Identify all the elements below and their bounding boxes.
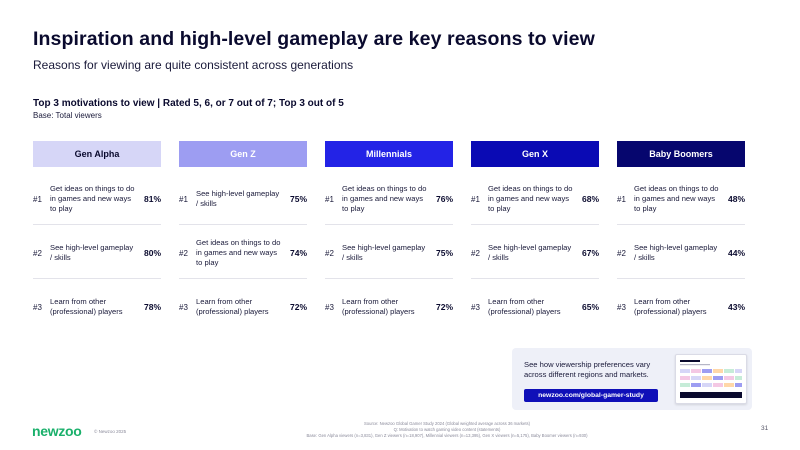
motivation-percentage: 81% — [143, 194, 161, 204]
motivation-percentage: 75% — [435, 248, 453, 258]
rank-label: #2 — [179, 248, 188, 258]
source-notes: Source: Newzoo Global Gamer Study 2024 (… — [262, 421, 632, 439]
rank-label: #2 — [617, 248, 626, 258]
motivation-row: #3 Learn from other (professional) player… — [179, 285, 307, 329]
motivation-percentage: 74% — [289, 248, 307, 258]
generation-header: Baby Boomers — [617, 141, 745, 167]
generation-column: Gen X #1 Get ideas on things to do in game… — [471, 141, 599, 316]
rank-label: #1 — [325, 194, 334, 204]
motivation-text: Get ideas on things to do in games and n… — [342, 184, 427, 213]
rank-label: #1 — [617, 194, 626, 204]
row-divider — [471, 278, 599, 279]
motivation-text: Learn from other (professional) players — [50, 297, 123, 316]
row-divider — [325, 224, 453, 225]
motivation-row: #2 See high-level gameplay / skills 80% — [33, 231, 161, 275]
motivation-text: Learn from other (professional) players — [196, 297, 269, 316]
motivation-row: #1 See high-level gameplay / skills 75% — [179, 177, 307, 221]
rank-label: #2 — [33, 248, 42, 258]
rank-label: #2 — [471, 248, 480, 258]
motivation-row: #1 Get ideas on things to do in games and… — [33, 177, 161, 221]
newzoo-logo: newzoo — [32, 423, 82, 439]
motivation-percentage: 67% — [581, 248, 599, 258]
motivation-percentage: 65% — [581, 302, 599, 312]
rank-label: #1 — [33, 194, 42, 204]
rank-label: #1 — [179, 194, 188, 204]
motivation-row: #3 Learn from other (professional) player… — [471, 285, 599, 329]
source-line: Source: Newzoo Global Gamer Study 2024 (… — [364, 421, 530, 426]
motivation-row: #2 See high-level gameplay / skills 67% — [471, 231, 599, 275]
motivation-text: See high-level gameplay / skills — [50, 243, 134, 262]
motivation-text: See high-level gameplay / skills — [634, 243, 718, 262]
generation-column: Millennials #1 Get ideas on things to do i… — [325, 141, 453, 316]
motivation-percentage: 72% — [435, 302, 453, 312]
motivation-row: #2 Get ideas on things to do in games and… — [179, 231, 307, 275]
motivation-percentage: 68% — [581, 194, 599, 204]
row-divider — [33, 278, 161, 279]
motivation-row: #2 See high-level gameplay / skills 75% — [325, 231, 453, 275]
study-link-button[interactable]: newzoo.com/global-gamer-study — [524, 389, 658, 402]
motivation-text: Get ideas on things to do in games and n… — [196, 238, 281, 267]
motivation-text: Get ideas on things to do in games and n… — [50, 184, 135, 213]
motivation-row: #2 See high-level gameplay / skills 44% — [617, 231, 745, 275]
motivation-row: #3 Learn from other (professional) player… — [617, 285, 745, 329]
motivation-row: #1 Get ideas on things to do in games and… — [617, 177, 745, 221]
generation-header: Gen X — [471, 141, 599, 167]
motivation-percentage: 78% — [143, 302, 161, 312]
motivation-text: Get ideas on things to do in games and n… — [634, 184, 719, 213]
motivation-text: Get ideas on things to do in games and n… — [488, 184, 573, 213]
promo-text: See how viewership preferences vary acro… — [524, 360, 651, 379]
motivation-row: #1 Get ideas on things to do in games and… — [471, 177, 599, 221]
rank-label: #3 — [179, 302, 188, 312]
row-divider — [179, 278, 307, 279]
rank-label: #3 — [325, 302, 334, 312]
motivation-text: Learn from other (professional) players — [634, 297, 707, 316]
generation-column: Gen Alpha #1 Get ideas on things to do in … — [33, 141, 161, 316]
rank-label: #3 — [471, 302, 480, 312]
rank-label: #3 — [617, 302, 626, 312]
generation-header: Gen Z — [179, 141, 307, 167]
section-base: Base: Total viewers — [33, 111, 102, 120]
slide-subtitle: Reasons for viewing are quite consistent… — [33, 58, 354, 72]
row-divider — [325, 278, 453, 279]
motivation-percentage: 44% — [727, 248, 745, 258]
row-divider — [179, 224, 307, 225]
copyright-text: © Newzoo 2025 — [94, 429, 127, 434]
motivation-percentage: 48% — [727, 194, 745, 204]
generation-column: Gen Z #1 See high-level gameplay / skills 7… — [179, 141, 307, 316]
motivation-text: See high-level gameplay / skills — [196, 189, 280, 208]
generation-column: Baby Boomers #1 Get ideas on things to do … — [617, 141, 745, 316]
motivation-percentage: 43% — [727, 302, 745, 312]
motivation-text: See high-level gameplay / skills — [488, 243, 572, 262]
motivation-percentage: 75% — [289, 194, 307, 204]
motivation-percentage: 80% — [143, 248, 161, 258]
motivation-row: #3 Learn from other (professional) player… — [33, 285, 161, 329]
row-divider — [33, 224, 161, 225]
motivation-row: #1 Get ideas on things to do in games and… — [325, 177, 453, 221]
report-thumbnail-image — [675, 354, 747, 404]
page-number: 31 — [761, 425, 769, 432]
rank-label: #3 — [33, 302, 42, 312]
row-divider — [617, 278, 745, 279]
slide-title: Inspiration and high-level gameplay are … — [33, 28, 595, 50]
base-line: Base: Gen Alpha viewers (n=3,831), Gen Z… — [306, 433, 588, 439]
generation-header: Millennials — [325, 141, 453, 167]
motivation-text: See high-level gameplay / skills — [342, 243, 426, 262]
rank-label: #2 — [325, 248, 334, 258]
question-line: Q: Motivation to watch gaming video cont… — [393, 427, 501, 433]
generation-header: Gen Alpha — [33, 141, 161, 167]
promo-box: See how viewership preferences vary acro… — [512, 348, 752, 410]
row-divider — [471, 224, 599, 225]
motivation-percentage: 76% — [435, 194, 453, 204]
motivation-text: Learn from other (professional) players — [488, 297, 561, 316]
section-title: Top 3 motivations to view | Rated 5, 6, … — [33, 98, 344, 109]
row-divider — [617, 224, 745, 225]
motivation-row: #3 Learn from other (professional) player… — [325, 285, 453, 329]
report-thumbnail-graphic — [680, 360, 742, 398]
motivation-percentage: 72% — [289, 302, 307, 312]
rank-label: #1 — [471, 194, 480, 204]
motivation-text: Learn from other (professional) players — [342, 297, 415, 316]
